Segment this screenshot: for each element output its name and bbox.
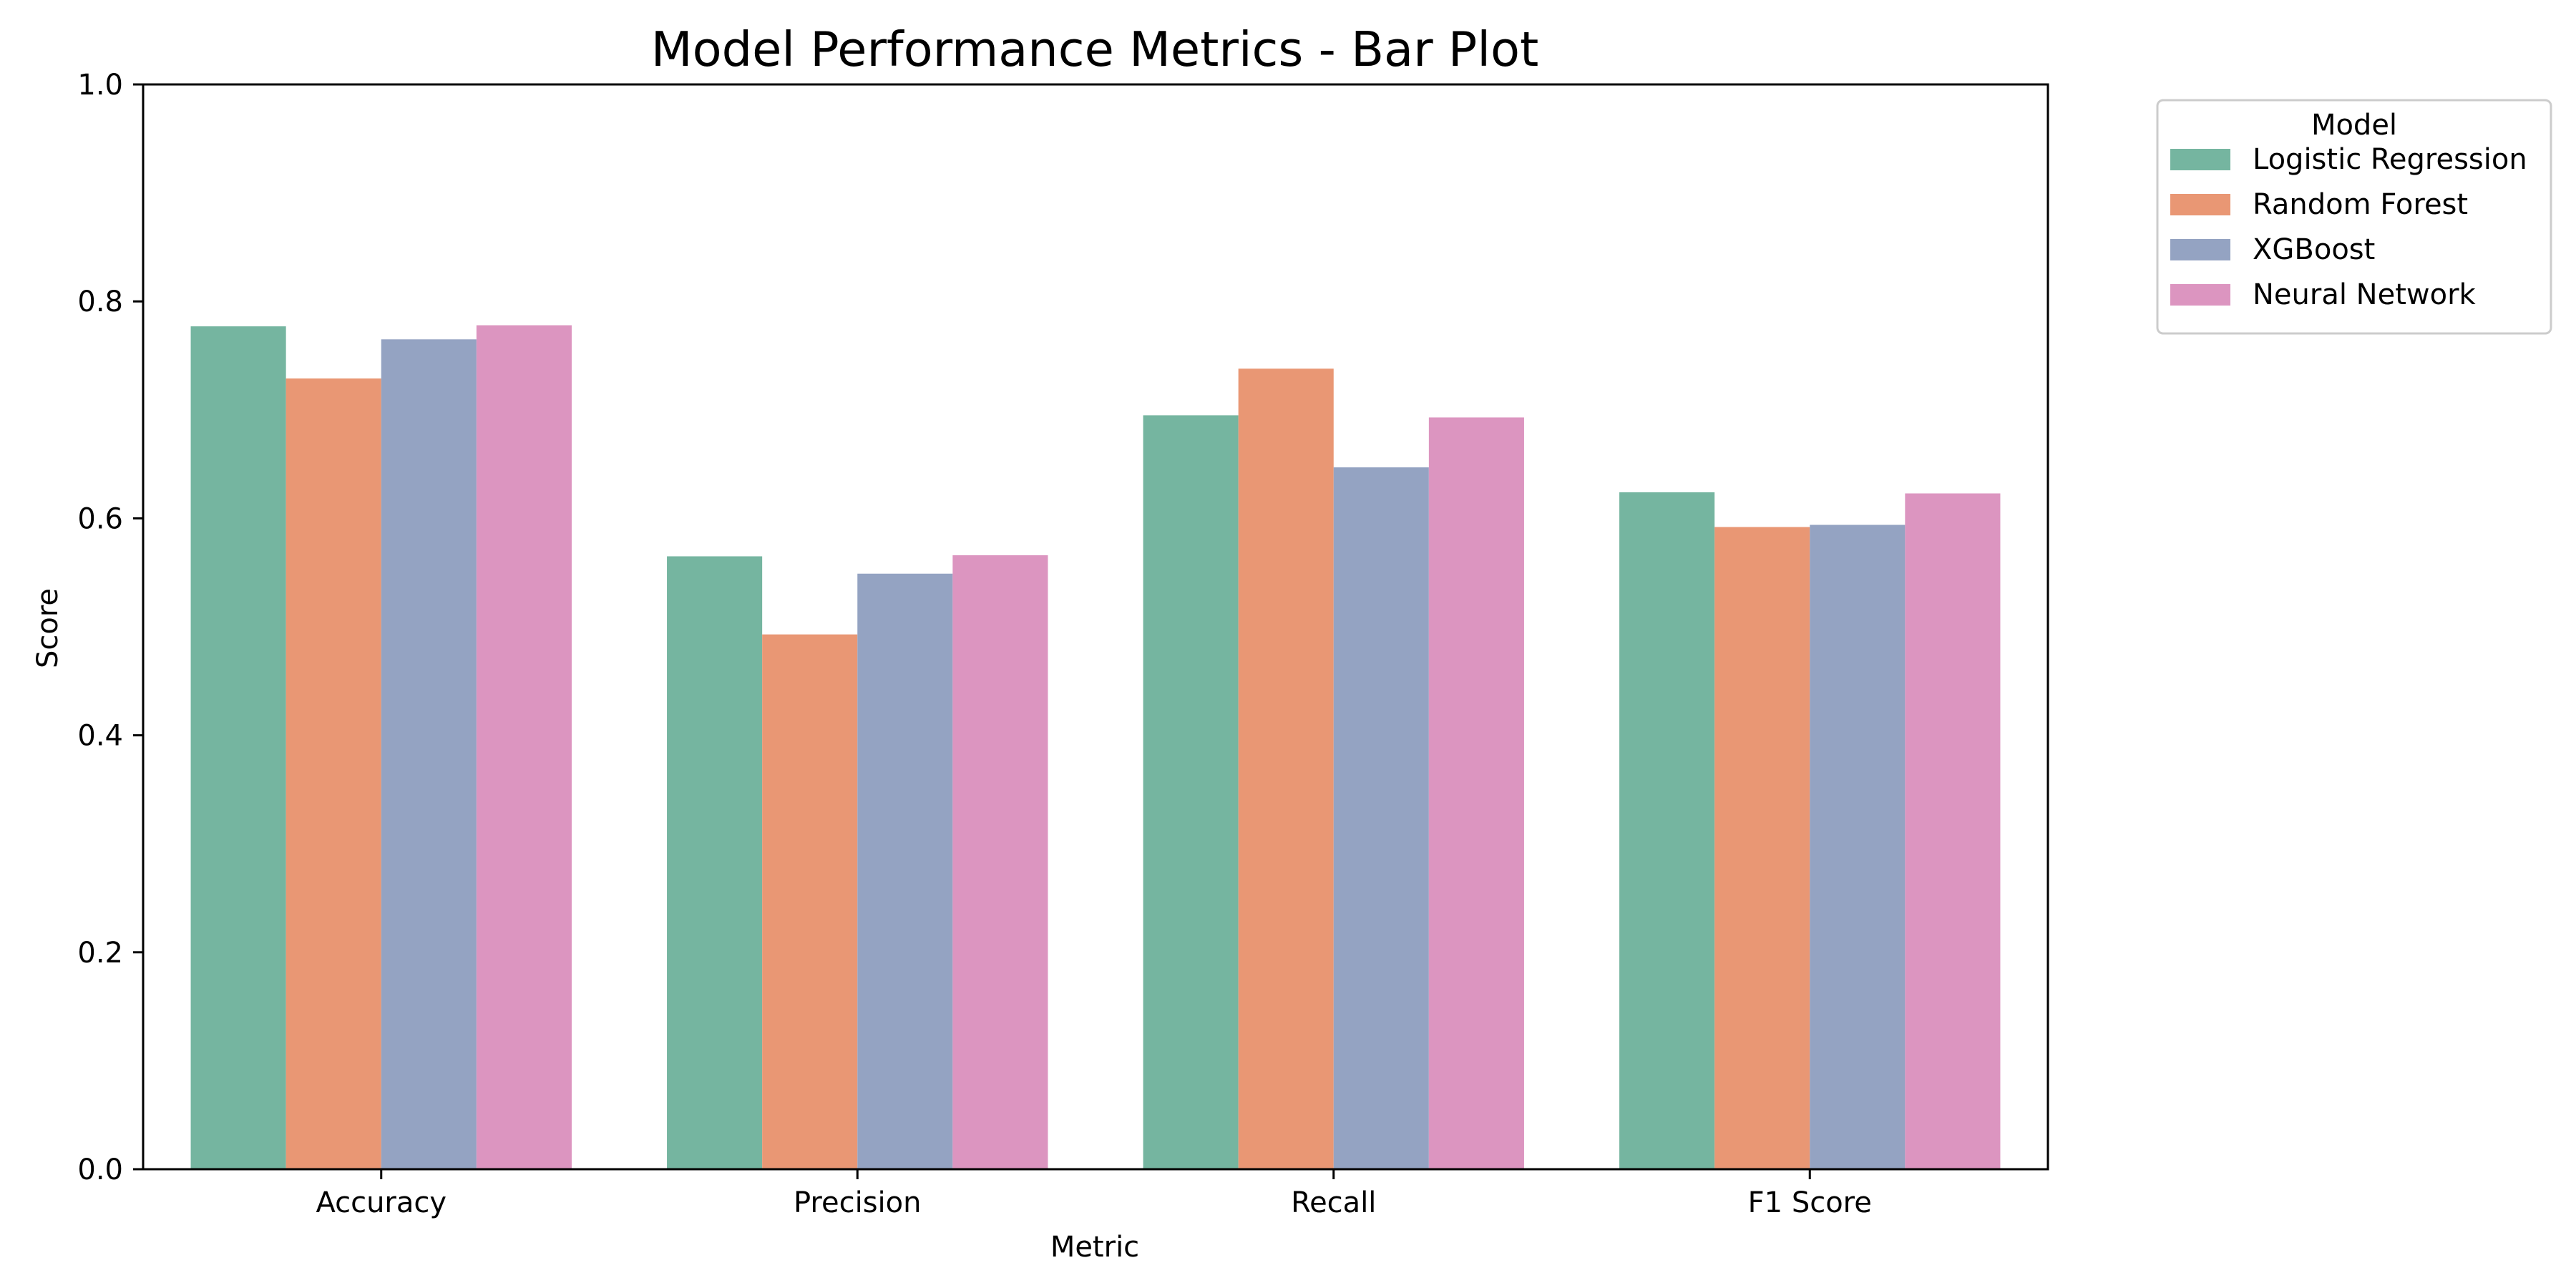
bar-xgboost-accuracy bbox=[381, 339, 477, 1169]
plot-frame bbox=[142, 83, 2049, 1171]
bar-logistic-regression-accuracy bbox=[190, 326, 286, 1169]
legend-label: Random Forest bbox=[2253, 188, 2468, 221]
x-tick-label: Accuracy bbox=[316, 1186, 447, 1219]
y-tick-label: 0.0 bbox=[77, 1153, 123, 1186]
y-axis: 0.0 0.2 0.4 0.6 0.8 1.0 bbox=[77, 69, 143, 1186]
bar-random-forest-f1-score bbox=[1714, 527, 1810, 1169]
legend-title: Model bbox=[2311, 109, 2397, 142]
legend-swatch bbox=[2170, 239, 2230, 260]
bar-random-forest-recall bbox=[1238, 369, 1334, 1170]
bars-group bbox=[190, 325, 2001, 1170]
y-tick-label: 0.6 bbox=[77, 502, 123, 535]
bar-neural-network-f1-score bbox=[1905, 493, 2001, 1169]
y-tick-label: 1.0 bbox=[77, 69, 123, 102]
legend-frame bbox=[2156, 99, 2552, 335]
bar-neural-network-accuracy bbox=[476, 325, 572, 1169]
legend-label: XGBoost bbox=[2253, 233, 2375, 266]
legend-label: Neural Network bbox=[2253, 278, 2477, 311]
bar-xgboost-f1-score bbox=[1810, 525, 1906, 1169]
legend: Model Logistic Regression Random Forest XG… bbox=[2156, 99, 2552, 335]
bar-logistic-regression-precision bbox=[667, 556, 763, 1169]
bar-random-forest-accuracy bbox=[286, 378, 381, 1169]
bar-xgboost-precision bbox=[857, 573, 953, 1169]
y-axis-label: Score bbox=[31, 588, 64, 668]
legend-items: Logistic Regression Random Forest XGBoost N… bbox=[2170, 143, 2527, 311]
x-axis-label: Metric bbox=[1050, 1231, 1139, 1264]
y-tick-label: 0.4 bbox=[77, 720, 123, 753]
legend-swatch bbox=[2170, 284, 2230, 306]
y-tick-label: 0.2 bbox=[77, 937, 123, 970]
chart-title: Model Performance Metrics - Bar Plot bbox=[651, 21, 1538, 77]
x-tick-label: Precision bbox=[794, 1186, 921, 1219]
bar-xgboost-recall bbox=[1333, 467, 1429, 1169]
x-tick-label: F1 Score bbox=[1748, 1186, 1872, 1219]
bar-logistic-regression-f1-score bbox=[1619, 492, 1715, 1169]
x-tick-label: Recall bbox=[1291, 1186, 1376, 1219]
bar-random-forest-precision bbox=[762, 634, 858, 1169]
bar-neural-network-recall bbox=[1428, 417, 1524, 1170]
legend-label: Logistic Regression bbox=[2253, 143, 2527, 176]
legend-swatch bbox=[2170, 149, 2230, 170]
x-axis: Accuracy Precision Recall F1 Score bbox=[316, 1169, 1872, 1219]
legend-swatch bbox=[2170, 194, 2230, 215]
bar-logistic-regression-recall bbox=[1143, 415, 1239, 1169]
y-tick-label: 0.8 bbox=[77, 286, 123, 318]
bar-neural-network-precision bbox=[952, 555, 1048, 1169]
